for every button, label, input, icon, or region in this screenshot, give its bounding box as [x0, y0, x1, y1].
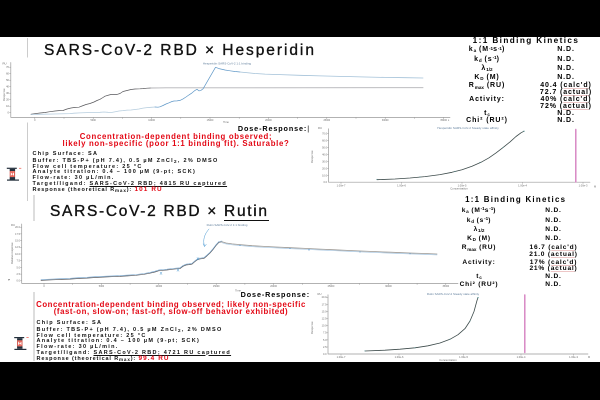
svg-text:Concentration: Concentration	[439, 358, 457, 362]
svg-text:1.00e-4: 1.00e-4	[517, 355, 526, 359]
svg-text:►: ►	[8, 279, 11, 282]
svg-text:0.0: 0.0	[17, 280, 21, 283]
svg-text:0.0: 0.0	[323, 353, 327, 356]
svg-text:2.5: 2.5	[17, 273, 21, 276]
svg-text:Relative response: Relative response	[10, 242, 14, 264]
svg-text:15.0: 15.0	[322, 310, 327, 313]
svg-text:70: 70	[6, 65, 9, 69]
svg-text:15000: 15000	[213, 285, 220, 288]
svg-text:1.00e-5: 1.00e-5	[459, 355, 468, 359]
svg-text:RU: RU	[11, 223, 15, 227]
svg-text:5.0: 5.0	[17, 266, 21, 269]
svg-text:5.0: 5.0	[323, 339, 327, 342]
svg-text:Rutin SARS-CoV-2 Steady state: Rutin SARS-CoV-2 Steady state affinity	[427, 292, 480, 296]
svg-text:1.00e-6: 1.00e-6	[397, 183, 406, 187]
svg-text:2.5: 2.5	[323, 346, 327, 349]
svg-text:0.0: 0.0	[324, 181, 328, 184]
svg-text:40: 40	[6, 85, 9, 89]
svg-text:20.0: 20.0	[322, 167, 327, 170]
svg-text:20000: 20000	[270, 285, 277, 288]
svg-text:12.5: 12.5	[322, 318, 327, 321]
svg-text:60: 60	[6, 72, 9, 76]
svg-text:10000: 10000	[155, 285, 162, 288]
svg-text:Response: Response	[2, 88, 6, 101]
svg-text:RU: RU	[318, 126, 322, 130]
svg-text:10.0: 10.0	[15, 253, 20, 256]
svg-text:s: s	[448, 119, 450, 122]
svg-text:17.5: 17.5	[322, 303, 327, 306]
svg-text:15000: 15000	[207, 119, 214, 122]
svg-text:1.00e-3: 1.00e-3	[579, 183, 588, 187]
svg-text:1.00e-7: 1.00e-7	[337, 355, 346, 359]
svg-text:25000: 25000	[328, 285, 335, 288]
svg-text:70.0: 70.0	[322, 132, 327, 135]
svg-text:30000: 30000	[385, 285, 392, 288]
svg-text:Concentration: Concentration	[450, 186, 468, 190]
svg-text:10: 10	[6, 104, 9, 108]
svg-text:35000: 35000	[440, 119, 447, 122]
svg-text:Hesperidin SARS-CoV-2 1:1 bind: Hesperidin SARS-CoV-2 1:1 binding	[203, 61, 252, 65]
svg-text:0: 0	[8, 111, 10, 115]
svg-text:20: 20	[6, 98, 9, 102]
svg-text:M: M	[588, 356, 590, 359]
svg-text:35000: 35000	[442, 285, 449, 288]
svg-text:60.0: 60.0	[322, 139, 327, 142]
svg-text:7.5: 7.5	[17, 260, 21, 263]
svg-text:Response: Response	[310, 150, 314, 163]
svg-text:0: 0	[34, 119, 36, 122]
svg-text:10000: 10000	[148, 119, 155, 122]
svg-text:M: M	[594, 186, 596, 189]
svg-text:RU: RU	[3, 62, 7, 66]
svg-text:Time: Time	[235, 288, 241, 292]
svg-text:Hesperidin SARS-CoV-2 Steady s: Hesperidin SARS-CoV-2 Steady state affin…	[437, 126, 499, 130]
svg-text:7.5: 7.5	[323, 332, 327, 335]
svg-text:1.00e-4: 1.00e-4	[518, 183, 527, 187]
svg-text:10.0: 10.0	[322, 174, 327, 177]
svg-text:Rutin SARS-CoV-2 1:1 binding: Rutin SARS-CoV-2 1:1 binding	[207, 223, 248, 227]
svg-text:20.0: 20.0	[322, 296, 327, 299]
svg-text:40.0: 40.0	[322, 153, 327, 156]
svg-text:RU: RU	[318, 292, 322, 296]
svg-text:10.0: 10.0	[322, 325, 327, 328]
svg-text:25000: 25000	[323, 119, 330, 122]
svg-text:15.0: 15.0	[15, 240, 20, 243]
svg-text:1.00e-6: 1.00e-6	[395, 355, 404, 359]
svg-text:50: 50	[6, 78, 9, 82]
svg-text:1.00e-5: 1.00e-5	[458, 183, 467, 187]
svg-text:1.00e-3: 1.00e-3	[569, 355, 578, 359]
svg-text:0: 0	[43, 285, 45, 288]
svg-text:Response: Response	[310, 321, 314, 334]
svg-text:20000: 20000	[265, 119, 272, 122]
svg-text:30.0: 30.0	[322, 160, 327, 163]
svg-text:30000: 30000	[382, 119, 389, 122]
svg-text:5000: 5000	[91, 119, 97, 122]
svg-text:Time: Time	[223, 120, 229, 124]
svg-text:30: 30	[6, 91, 9, 95]
svg-text:17.5: 17.5	[15, 233, 20, 236]
svg-text:50.0: 50.0	[322, 146, 327, 149]
svg-text:5000: 5000	[99, 285, 105, 288]
svg-text:12.5: 12.5	[15, 246, 20, 249]
svg-text:1.00e-7: 1.00e-7	[337, 183, 346, 187]
svg-text:20.0: 20.0	[15, 226, 20, 229]
